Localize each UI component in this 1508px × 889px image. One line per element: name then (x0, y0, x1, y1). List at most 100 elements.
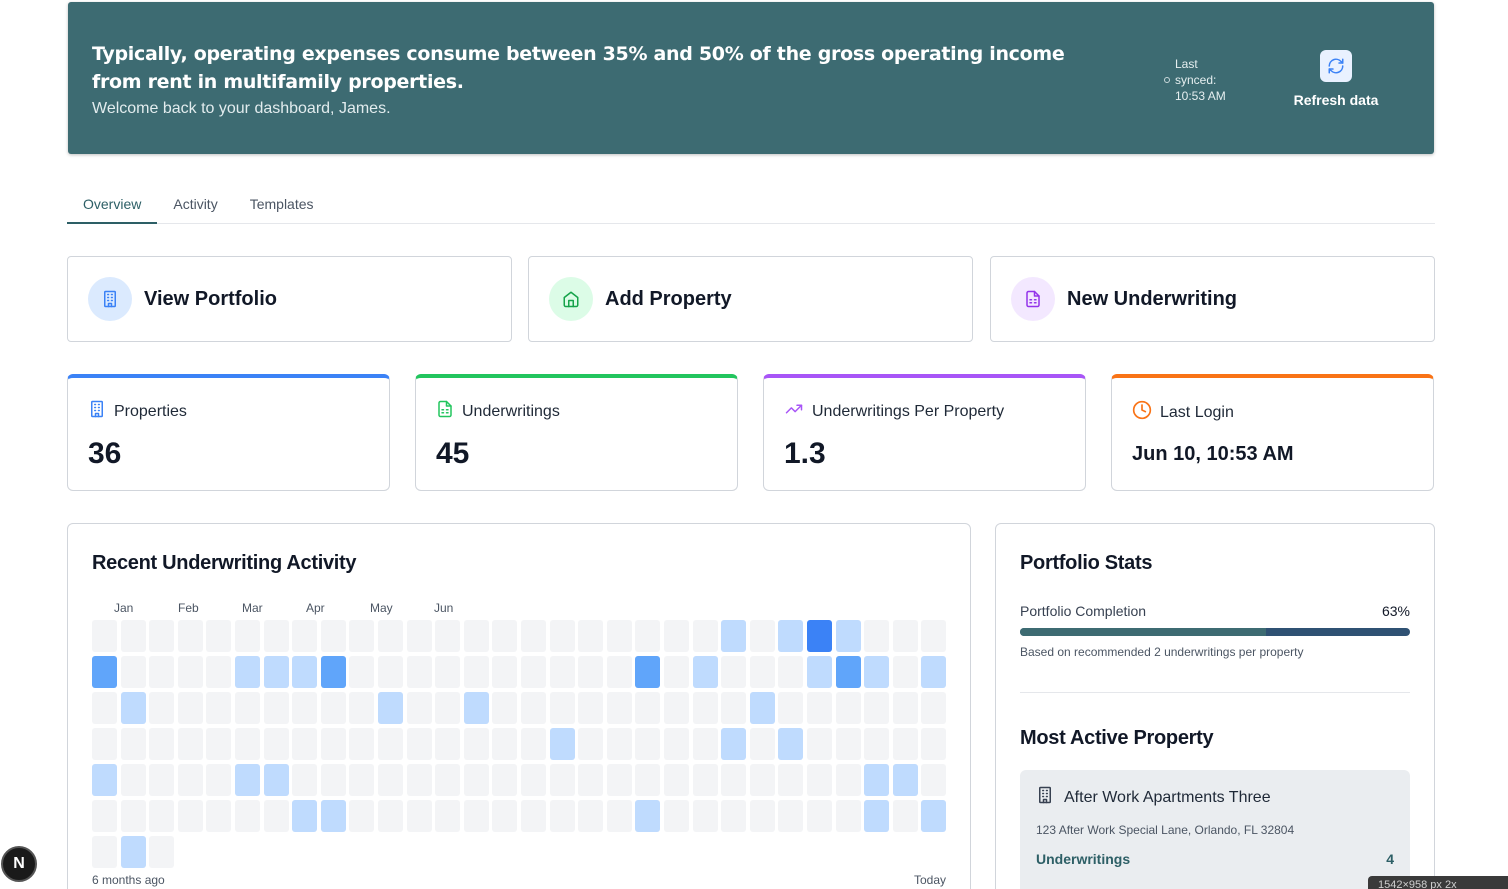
heatmap-cell[interactable] (378, 728, 403, 760)
heatmap-cell[interactable] (892, 764, 918, 796)
heatmap-cell[interactable] (749, 656, 775, 688)
heatmap-cell[interactable] (606, 692, 632, 724)
heatmap-cell[interactable] (378, 620, 403, 652)
heatmap-cell[interactable] (521, 728, 546, 760)
heatmap-cell[interactable] (177, 656, 203, 688)
heatmap-cell[interactable] (149, 656, 175, 688)
heatmap-cell[interactable] (778, 656, 804, 688)
heatmap-cell[interactable] (292, 800, 318, 832)
heatmap-cell[interactable] (92, 620, 117, 652)
heatmap-cell[interactable] (664, 728, 689, 760)
heatmap-cell[interactable] (721, 800, 747, 832)
heatmap-cell[interactable] (406, 656, 432, 688)
heatmap-cell[interactable] (492, 764, 518, 796)
heatmap-cell[interactable] (292, 728, 318, 760)
heatmap-cell[interactable] (406, 620, 432, 652)
heatmap-cell[interactable] (749, 800, 775, 832)
heatmap-cell[interactable] (749, 764, 775, 796)
heatmap-cell[interactable] (492, 656, 518, 688)
heatmap-cell[interactable] (635, 728, 661, 760)
heatmap-cell[interactable] (921, 764, 947, 796)
heatmap-cell[interactable] (921, 656, 947, 688)
heatmap-cell[interactable] (177, 728, 203, 760)
heatmap-cell[interactable] (92, 656, 117, 688)
heatmap-cell[interactable] (177, 620, 203, 652)
heatmap-cell[interactable] (206, 620, 232, 652)
heatmap-cell[interactable] (120, 656, 146, 688)
heatmap-cell[interactable] (864, 764, 890, 796)
heatmap-cell[interactable] (692, 656, 718, 688)
heatmap-cell[interactable] (206, 800, 232, 832)
heatmap-cell[interactable] (664, 692, 689, 724)
heatmap-cell[interactable] (921, 728, 947, 760)
heatmap-cell[interactable] (578, 692, 604, 724)
heatmap-cell[interactable] (378, 692, 403, 724)
heatmap-cell[interactable] (92, 692, 117, 724)
heatmap-cell[interactable] (664, 656, 689, 688)
heatmap-cell[interactable] (521, 800, 546, 832)
heatmap-cell[interactable] (435, 656, 461, 688)
heatmap-cell[interactable] (463, 764, 489, 796)
heatmap-cell[interactable] (292, 656, 318, 688)
heatmap-cell[interactable] (807, 620, 832, 652)
heatmap-cell[interactable] (807, 764, 832, 796)
heatmap-cell[interactable] (492, 620, 518, 652)
heatmap-cell[interactable] (521, 620, 546, 652)
heatmap-cell[interactable] (177, 800, 203, 832)
heatmap-cell[interactable] (320, 656, 346, 688)
heatmap-cell[interactable] (635, 692, 661, 724)
heatmap-cell[interactable] (778, 692, 804, 724)
heatmap-cell[interactable] (549, 620, 575, 652)
heatmap-cell[interactable] (463, 728, 489, 760)
heatmap-cell[interactable] (349, 728, 375, 760)
heatmap-cell[interactable] (92, 764, 117, 796)
heatmap-cell[interactable] (320, 692, 346, 724)
heatmap-cell[interactable] (406, 764, 432, 796)
heatmap-cell[interactable] (320, 728, 346, 760)
heatmap-cell[interactable] (120, 728, 146, 760)
heatmap-cell[interactable] (807, 800, 832, 832)
heatmap-cell[interactable] (835, 620, 861, 652)
heatmap-cell[interactable] (177, 764, 203, 796)
heatmap-cell[interactable] (807, 728, 832, 760)
heatmap-cell[interactable] (892, 656, 918, 688)
heatmap-cell[interactable] (463, 800, 489, 832)
heatmap-cell[interactable] (721, 656, 747, 688)
heatmap-cell[interactable] (606, 656, 632, 688)
heatmap-cell[interactable] (378, 800, 403, 832)
heatmap-cell[interactable] (149, 620, 175, 652)
heatmap-cell[interactable] (635, 764, 661, 796)
heatmap-cell[interactable] (406, 728, 432, 760)
heatmap-cell[interactable] (749, 728, 775, 760)
heatmap-cell[interactable] (892, 692, 918, 724)
heatmap-cell[interactable] (549, 692, 575, 724)
heatmap-cell[interactable] (406, 692, 432, 724)
heatmap-cell[interactable] (120, 764, 146, 796)
heatmap-cell[interactable] (292, 620, 318, 652)
heatmap-cell[interactable] (549, 656, 575, 688)
view-portfolio-button[interactable]: View Portfolio (67, 256, 512, 342)
heatmap-cell[interactable] (692, 764, 718, 796)
nextjs-dev-badge[interactable]: N (1, 846, 37, 882)
heatmap-cell[interactable] (921, 800, 947, 832)
most-active-property-card[interactable]: After Work Apartments Three 123 After Wo… (1020, 770, 1410, 889)
heatmap-cell[interactable] (120, 620, 146, 652)
refresh-label[interactable]: Refresh data (1293, 92, 1379, 108)
heatmap-cell[interactable] (578, 620, 604, 652)
heatmap-cell[interactable] (92, 836, 117, 868)
heatmap-cell[interactable] (864, 620, 890, 652)
heatmap-cell[interactable] (807, 692, 832, 724)
heatmap-cell[interactable] (578, 764, 604, 796)
heatmap-cell[interactable] (721, 764, 747, 796)
heatmap-cell[interactable] (435, 728, 461, 760)
heatmap-cell[interactable] (435, 692, 461, 724)
heatmap-cell[interactable] (263, 728, 289, 760)
heatmap-cell[interactable] (378, 656, 403, 688)
heatmap-cell[interactable] (778, 728, 804, 760)
heatmap-cell[interactable] (463, 620, 489, 652)
heatmap-cell[interactable] (206, 692, 232, 724)
heatmap-cell[interactable] (864, 728, 890, 760)
heatmap-cell[interactable] (92, 800, 117, 832)
heatmap-cell[interactable] (521, 656, 546, 688)
heatmap-cell[interactable] (120, 800, 146, 832)
